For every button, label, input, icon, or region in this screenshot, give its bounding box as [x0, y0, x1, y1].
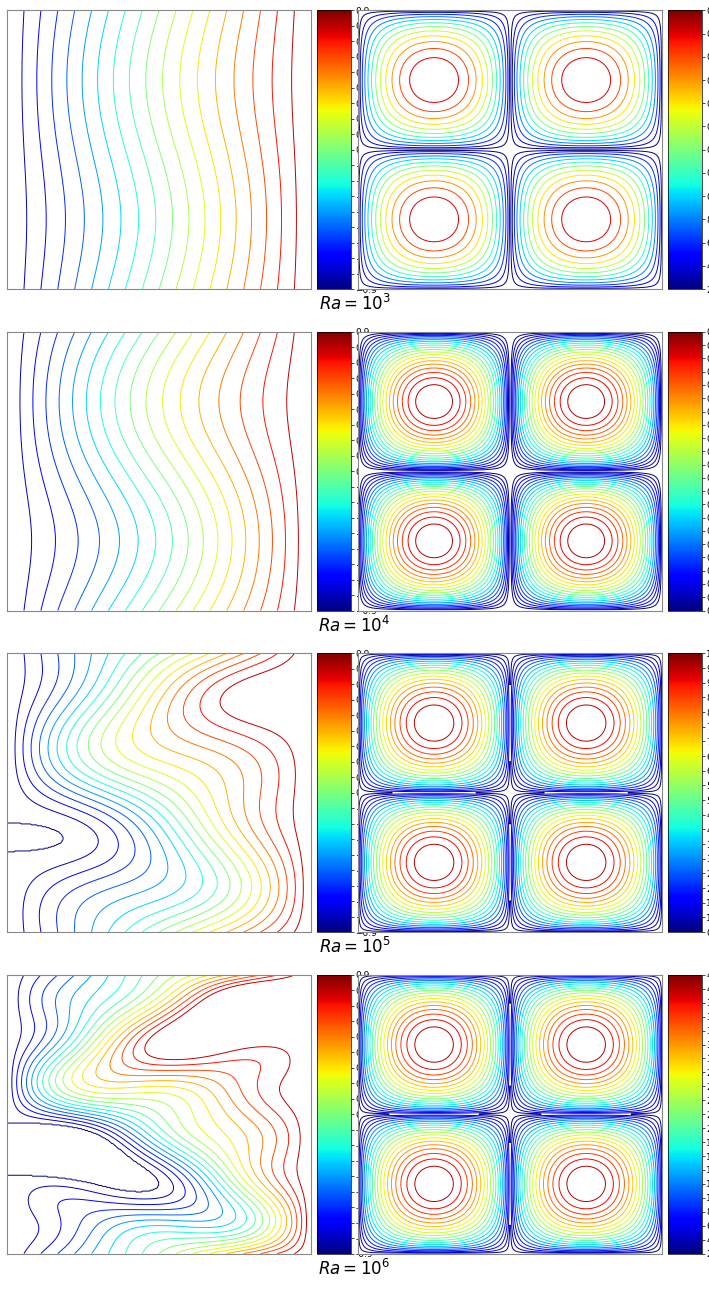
Text: $Ra = 10^{5}$: $Ra = 10^{5}$: [318, 938, 391, 957]
Text: $Ra = 10^{3}$: $Ra = 10^{3}$: [318, 295, 391, 314]
Text: $Ra = 10^{6}$: $Ra = 10^{6}$: [318, 1259, 391, 1280]
Text: $Ra = 10^{4}$: $Ra = 10^{4}$: [318, 616, 391, 637]
